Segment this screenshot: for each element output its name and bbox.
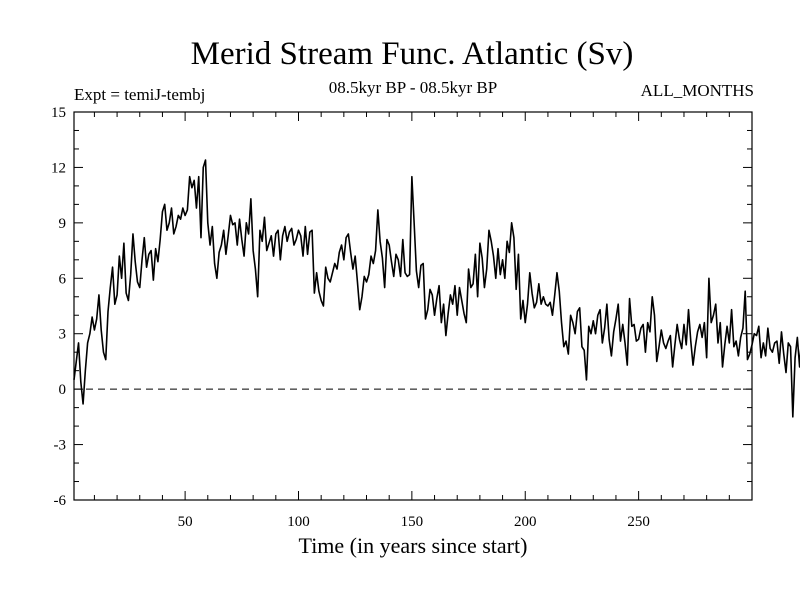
months-label: ALL_MONTHS <box>641 81 754 100</box>
period-label: 08.5kyr BP - 08.5kyr BP <box>329 78 497 97</box>
y-tick-label: 15 <box>51 105 66 121</box>
y-tick-label: 0 <box>59 382 67 398</box>
y-tick-label: 3 <box>59 327 67 343</box>
x-tick-label: 250 <box>627 514 650 530</box>
y-tick-label: -3 <box>54 438 67 454</box>
y-tick-label: -6 <box>54 493 67 509</box>
y-tick-label: 9 <box>59 216 67 232</box>
x-axis-label: Time (in years since start) <box>299 533 528 558</box>
y-tick-label: 6 <box>59 271 67 287</box>
series-line-1 <box>73 159 800 418</box>
x-tick-label: 50 <box>178 514 193 530</box>
x-tick-label: 100 <box>287 514 310 530</box>
experiment-label: Expt = temiJ-tembj <box>74 85 205 104</box>
y-tick-label: 12 <box>51 160 66 176</box>
plot-area: 50 100 150 200 250 -6 -3 0 3 6 9 12 15 <box>51 105 800 530</box>
x-tick-label: 200 <box>514 514 537 530</box>
plot-frame <box>73 111 753 501</box>
x-tick-label: 150 <box>401 514 424 530</box>
chart-title: Merid Stream Func. Atlantic (Sv) <box>191 36 634 72</box>
